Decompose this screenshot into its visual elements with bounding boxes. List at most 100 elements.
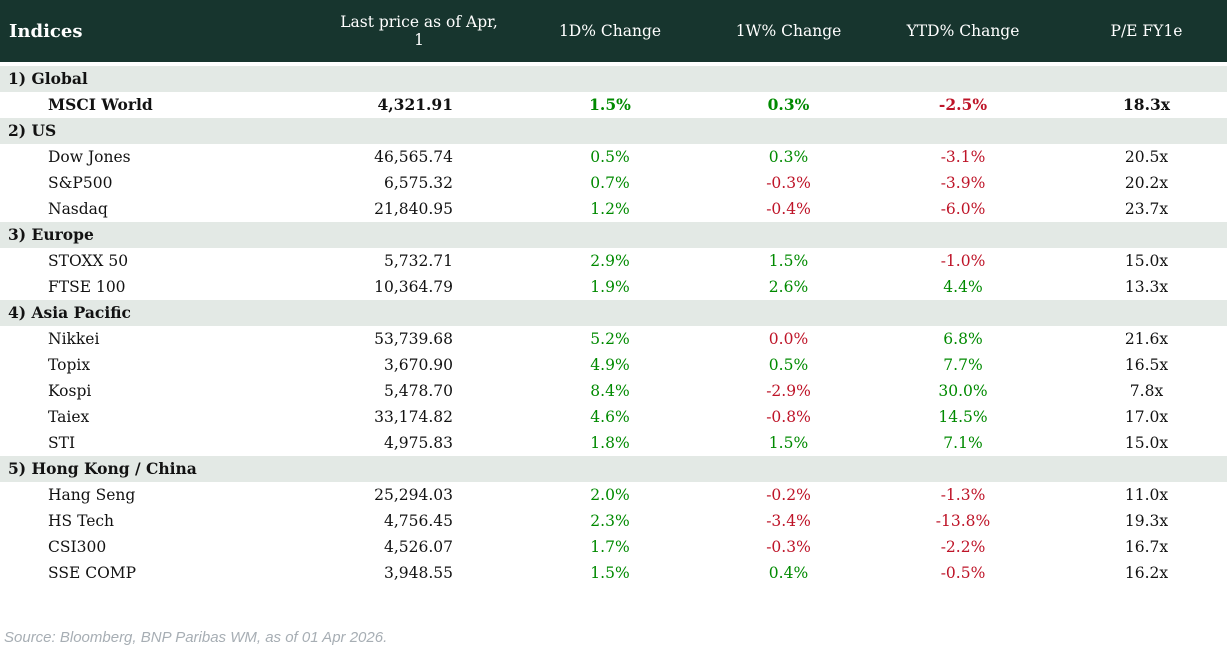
table-row: Taiex 33,174.82 4.6% -0.8% 14.5% 17.0x: [0, 404, 1227, 430]
1d-change-cell: 1.8%: [590, 434, 630, 452]
pe-fy1e-cell: 16.7x: [1124, 538, 1169, 556]
index-name-cell: FTSE 100: [48, 278, 126, 296]
table-row: Dow Jones 46,565.74 0.5% 0.3% -3.1% 20.5…: [0, 144, 1227, 170]
column-header-1w-change: 1W% Change: [735, 22, 842, 40]
1d-change-cell: 5.2%: [590, 330, 630, 348]
1w-change-cell: 0.3%: [767, 95, 810, 114]
last-price-cell: 10,364.79: [374, 278, 453, 296]
1d-change-cell: 1.7%: [590, 538, 630, 556]
1d-change-cell: 0.5%: [590, 148, 630, 166]
table-row: HS Tech 4,756.45 2.3% -3.4% -13.8% 19.3x: [0, 508, 1227, 534]
index-name-cell: Hang Seng: [48, 486, 136, 504]
table-row: FTSE 100 10,364.79 1.9% 2.6% 4.4% 13.3x: [0, 274, 1227, 300]
1w-change-cell: -0.2%: [766, 486, 811, 504]
column-header-1d-change: 1D% Change: [558, 22, 662, 40]
ytd-change-cell: -3.1%: [940, 148, 986, 166]
source-note: Source: Bloomberg, BNP Paribas WM, as of…: [4, 629, 388, 646]
section-header-row: 3) Europe: [0, 222, 1227, 248]
1d-change-cell: 1.5%: [590, 564, 630, 582]
table-row: CSI300 4,526.07 1.7% -0.3% -2.2% 16.7x: [0, 534, 1227, 560]
1d-change-cell: 0.7%: [590, 174, 630, 192]
table-row: MSCI World 4,321.91 1.5% 0.3% -2.5% 18.3…: [0, 92, 1227, 118]
pe-fy1e-cell: 18.3x: [1123, 95, 1170, 114]
1w-change-cell: 0.0%: [768, 330, 809, 348]
pe-fy1e-cell: 17.0x: [1124, 408, 1169, 426]
ytd-change-cell: 7.7%: [943, 356, 983, 374]
ytd-change-cell: -2.2%: [940, 538, 986, 556]
1w-change-cell: 1.5%: [768, 434, 809, 452]
last-price-cell: 21,840.95: [374, 200, 453, 218]
index-name-cell: MSCI World: [48, 95, 153, 114]
1d-change-cell: 2.9%: [590, 252, 630, 270]
index-name-cell: Dow Jones: [48, 148, 131, 166]
last-price-cell: 6,575.32: [383, 174, 453, 192]
ytd-change-cell: -3.9%: [940, 174, 986, 192]
1w-change-cell: -0.3%: [766, 174, 811, 192]
1d-change-cell: 1.5%: [589, 95, 631, 114]
index-name-cell: Topix: [48, 356, 91, 374]
table-row: Nasdaq 21,840.95 1.2% -0.4% -6.0% 23.7x: [0, 196, 1227, 222]
table-row: S&P500 6,575.32 0.7% -0.3% -3.9% 20.2x: [0, 170, 1227, 196]
index-name-cell: STI: [48, 434, 76, 452]
1w-change-cell: -0.4%: [766, 200, 811, 218]
ytd-change-cell: -6.0%: [940, 200, 986, 218]
section-header-row: 4) Asia Pacific: [0, 300, 1227, 326]
1w-change-cell: 2.6%: [768, 278, 809, 296]
ytd-change-cell: -1.3%: [940, 486, 986, 504]
index-name-cell: HS Tech: [48, 512, 115, 530]
pe-fy1e-cell: 7.8x: [1129, 382, 1164, 400]
1d-change-cell: 4.9%: [590, 356, 630, 374]
1w-change-cell: -3.4%: [766, 512, 811, 530]
last-price-cell: 25,294.03: [374, 486, 453, 504]
column-header-last-price: Last price as of Apr, 1: [340, 13, 498, 49]
ytd-change-cell: 7.1%: [943, 434, 983, 452]
last-price-cell: 4,975.83: [383, 434, 453, 452]
1d-change-cell: 1.2%: [590, 200, 630, 218]
table-row: Hang Seng 25,294.03 2.0% -0.2% -1.3% 11.…: [0, 482, 1227, 508]
index-name-cell: CSI300: [48, 538, 107, 556]
table-row: STI 4,975.83 1.8% 1.5% 7.1% 15.0x: [0, 430, 1227, 456]
pe-fy1e-cell: 21.6x: [1124, 330, 1169, 348]
1w-change-cell: 1.5%: [768, 252, 809, 270]
index-name-cell: Kospi: [48, 382, 92, 400]
pe-fy1e-cell: 16.5x: [1124, 356, 1169, 374]
pe-fy1e-cell: 23.7x: [1124, 200, 1169, 218]
1w-change-cell: -0.3%: [766, 538, 811, 556]
section-header-row: 5) Hong Kong / China: [0, 456, 1227, 482]
ytd-change-cell: 6.8%: [943, 330, 983, 348]
1w-change-cell: 0.5%: [768, 356, 809, 374]
ytd-change-cell: 4.4%: [943, 278, 983, 296]
1d-change-cell: 2.3%: [590, 512, 630, 530]
last-price-cell: 4,756.45: [383, 512, 453, 530]
1w-change-cell: -2.9%: [766, 382, 811, 400]
pe-fy1e-cell: 16.2x: [1124, 564, 1169, 582]
pe-fy1e-cell: 15.0x: [1124, 434, 1169, 452]
1d-change-cell: 8.4%: [590, 382, 630, 400]
table-row: SSE COMP 3,948.55 1.5% 0.4% -0.5% 16.2x: [0, 560, 1227, 586]
pe-fy1e-cell: 19.3x: [1124, 512, 1169, 530]
index-name-cell: Nikkei: [48, 330, 100, 348]
ytd-change-cell: -0.5%: [940, 564, 986, 582]
index-name-cell: SSE COMP: [48, 564, 137, 582]
pe-fy1e-cell: 20.5x: [1124, 148, 1169, 166]
table-row: Topix 3,670.90 4.9% 0.5% 7.7% 16.5x: [0, 352, 1227, 378]
index-name-cell: Nasdaq: [48, 200, 108, 218]
last-price-cell: 53,739.68: [374, 330, 453, 348]
ytd-change-cell: -1.0%: [940, 252, 986, 270]
1d-change-cell: 2.0%: [590, 486, 630, 504]
table-row: STOXX 50 5,732.71 2.9% 1.5% -1.0% 15.0x: [0, 248, 1227, 274]
ytd-change-cell: -2.5%: [938, 95, 988, 114]
index-name-cell: Taiex: [48, 408, 90, 426]
section-header-row: 1) Global: [0, 66, 1227, 92]
table-header-row: Indices Last price as of Apr, 1 1D% Chan…: [0, 0, 1227, 62]
last-price-cell: 5,732.71: [383, 252, 453, 270]
table-body: 1) Global MSCI World 4,321.91 1.5% 0.3% …: [0, 66, 1227, 586]
last-price-cell: 4,526.07: [383, 538, 453, 556]
section-header-row: 2) US: [0, 118, 1227, 144]
1w-change-cell: 0.3%: [768, 148, 809, 166]
last-price-cell: 33,174.82: [374, 408, 453, 426]
1d-change-cell: 4.6%: [590, 408, 630, 426]
pe-fy1e-cell: 20.2x: [1124, 174, 1169, 192]
1d-change-cell: 1.9%: [590, 278, 630, 296]
